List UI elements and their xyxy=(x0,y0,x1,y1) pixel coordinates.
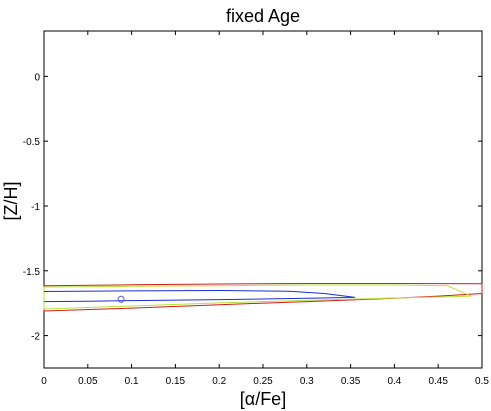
x-tick-label: 0.2 xyxy=(212,376,226,387)
x-tick-label: 0.05 xyxy=(78,376,98,387)
y-tick-label: -2 xyxy=(31,332,40,343)
plot-area xyxy=(43,30,483,369)
y-tick-label: -0.5 xyxy=(23,137,41,148)
contour-line-2 xyxy=(43,284,472,310)
x-tick-label: 0.45 xyxy=(428,376,448,387)
chart-title: fixed Age xyxy=(226,6,300,26)
x-tick-label: 0.25 xyxy=(253,376,273,387)
contour-series xyxy=(43,283,483,312)
markers xyxy=(117,295,125,303)
x-tick-label: 0.5 xyxy=(475,376,489,387)
y-tick-label: -1 xyxy=(31,202,40,213)
y-tick-label: 0 xyxy=(34,72,40,83)
axis-ticks: 0 0.05 0.1 0.15 0.2 0.25 0.3 0.35 0.4 0.45 0.5 0 -0.… xyxy=(23,31,489,387)
marker-point xyxy=(117,295,125,303)
contour-line-1 xyxy=(43,283,483,312)
y-tick-label: -1.5 xyxy=(23,267,41,278)
x-tick-label: 0.35 xyxy=(341,376,361,387)
x-axis-label: [α/Fe] xyxy=(240,389,286,409)
x-tick-label: 0.1 xyxy=(125,376,139,387)
x-tick-label: 0 xyxy=(41,376,47,387)
contour-line-3 xyxy=(43,289,356,303)
x-tick-label: 0.4 xyxy=(387,376,401,387)
y-axis-label: [Z/H] xyxy=(1,182,21,221)
x-tick-label: 0.15 xyxy=(166,376,186,387)
x-tick-label: 0.3 xyxy=(300,376,314,387)
